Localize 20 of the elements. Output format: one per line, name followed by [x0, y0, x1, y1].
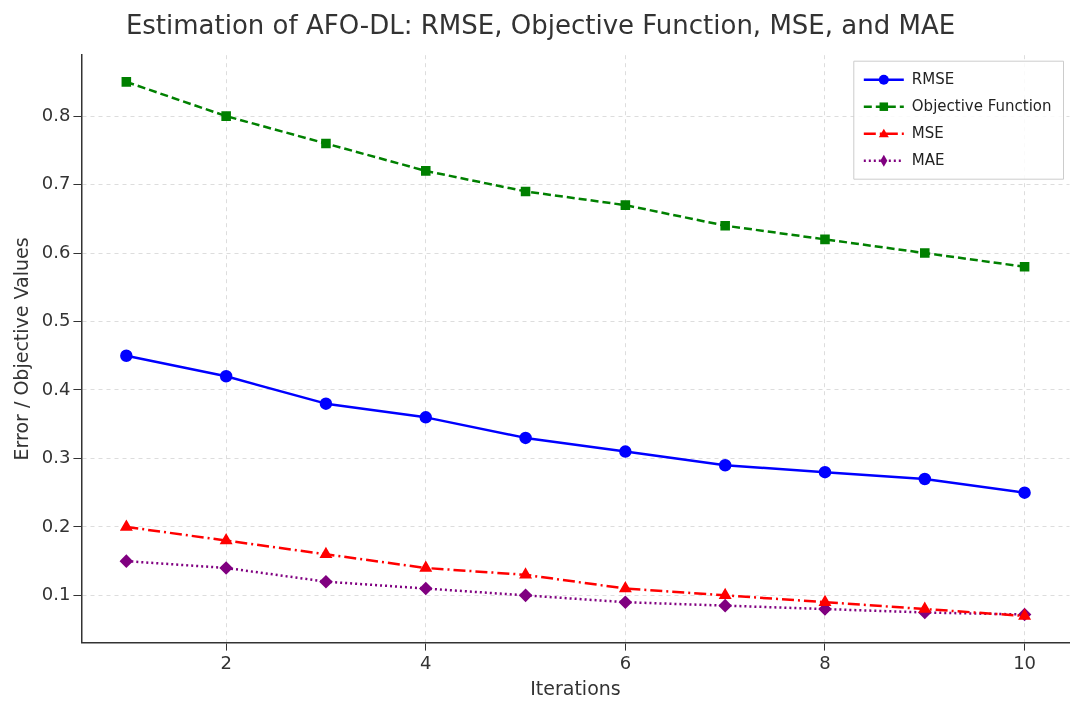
y-tick-label: 0.4 — [41, 377, 71, 399]
legend-label: MAE — [911, 150, 945, 169]
legend-label: RMSE — [911, 69, 955, 88]
y-tick-label: 0.3 — [41, 446, 71, 468]
y-axis-title: Error / Objective Values — [10, 237, 33, 461]
x-tick-label: 4 — [420, 652, 432, 674]
x-tick-label: 8 — [819, 652, 831, 674]
x-tick-label: 6 — [619, 652, 632, 674]
legend-label: MSE — [911, 123, 944, 142]
legend-label: Objective Function — [911, 96, 1052, 115]
chart-title: Estimation of AFO-DL: RMSE, Objective Function, MSE, and MAE — [125, 10, 956, 41]
y-tick-label: 0.1 — [41, 583, 71, 605]
y-tick-label: 0.5 — [41, 309, 71, 331]
y-tick-label: 0.2 — [41, 514, 71, 536]
y-tick-label: 0.6 — [41, 240, 71, 262]
y-tick-label: 0.8 — [41, 103, 71, 125]
y-tick-label: 0.7 — [41, 172, 71, 194]
x-tick-label: 10 — [1013, 652, 1037, 674]
x-tick-label: 2 — [220, 652, 232, 674]
x-axis-title: Iterations — [530, 676, 621, 699]
